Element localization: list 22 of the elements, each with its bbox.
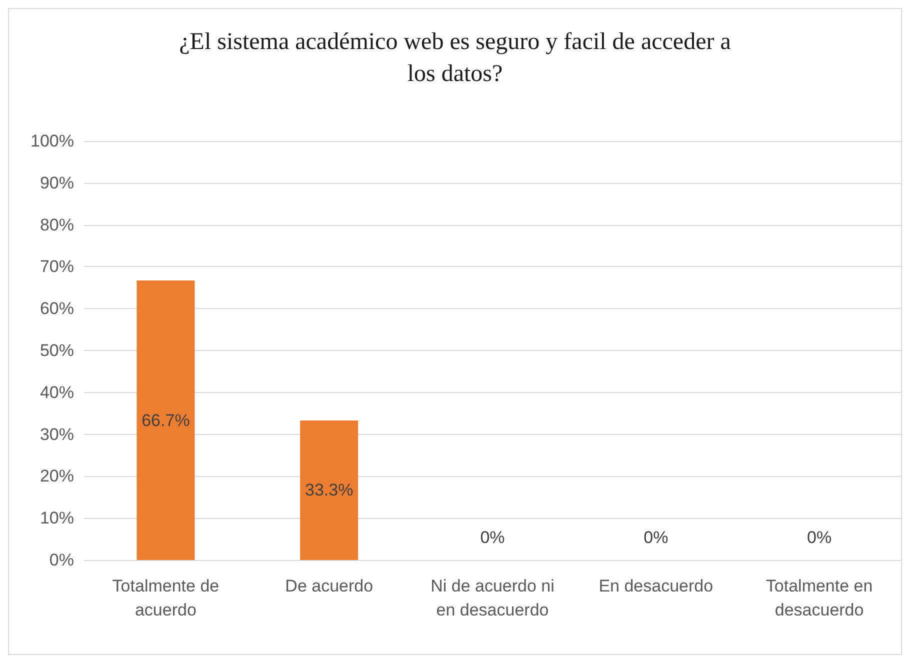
x-tick-label: Totalmente de acuerdo (112, 576, 220, 620)
x-tick-label: En desacuerdo (598, 576, 714, 596)
y-tick-label: 10% (40, 508, 74, 528)
x-tick-label: Ni de acuerdo ni en desacuerdo (430, 576, 554, 620)
y-tick-label: 50% (40, 341, 74, 360)
y-tick-label: 90% (40, 173, 74, 192)
data-label: 0% (644, 528, 668, 547)
data-label: 66.7% (142, 410, 190, 430)
y-tick-label: 20% (40, 466, 74, 486)
data-label: 33.3% (305, 480, 354, 500)
chart-title: ¿El sistema académico web es seguro y facil de acceder a los datos? (179, 29, 732, 87)
x-tick-label: Totalmente en desacuerdo (766, 576, 873, 620)
x-tick-label: De acuerdo (285, 576, 374, 596)
data-label: 0% (480, 528, 505, 547)
y-tick-label: 0% (49, 550, 74, 570)
y-tick-label: 100% (30, 132, 74, 150)
y-tick-label: 80% (40, 215, 74, 234)
data-label: 0% (807, 528, 832, 547)
y-tick-label: 70% (40, 257, 74, 276)
y-tick-label: 40% (40, 382, 74, 402)
y-tick-label: 30% (40, 424, 74, 444)
y-tick-label: 60% (40, 299, 74, 318)
